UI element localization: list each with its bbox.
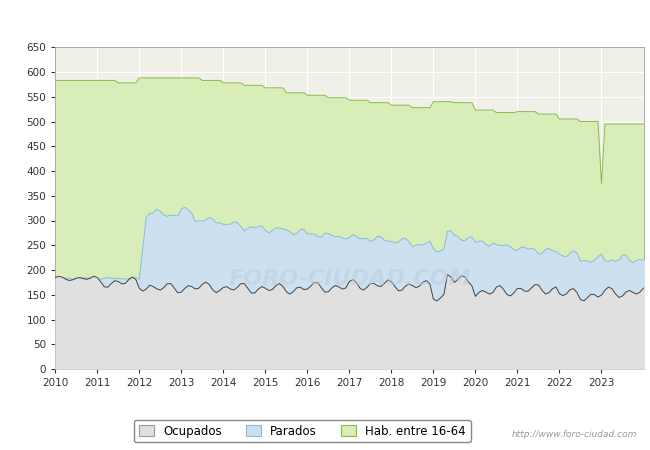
Legend: Ocupados, Parados, Hab. entre 16-64: Ocupados, Parados, Hab. entre 16-64: [134, 420, 471, 442]
Text: http://www.foro-ciudad.com: http://www.foro-ciudad.com: [512, 430, 637, 439]
Text: FORO-CIUDAD.COM: FORO-CIUDAD.COM: [228, 269, 471, 289]
Text: Vegaviana - Evolucion de la poblacion en edad de Trabajar Mayo de 2024: Vegaviana - Evolucion de la poblacion en…: [90, 17, 560, 30]
